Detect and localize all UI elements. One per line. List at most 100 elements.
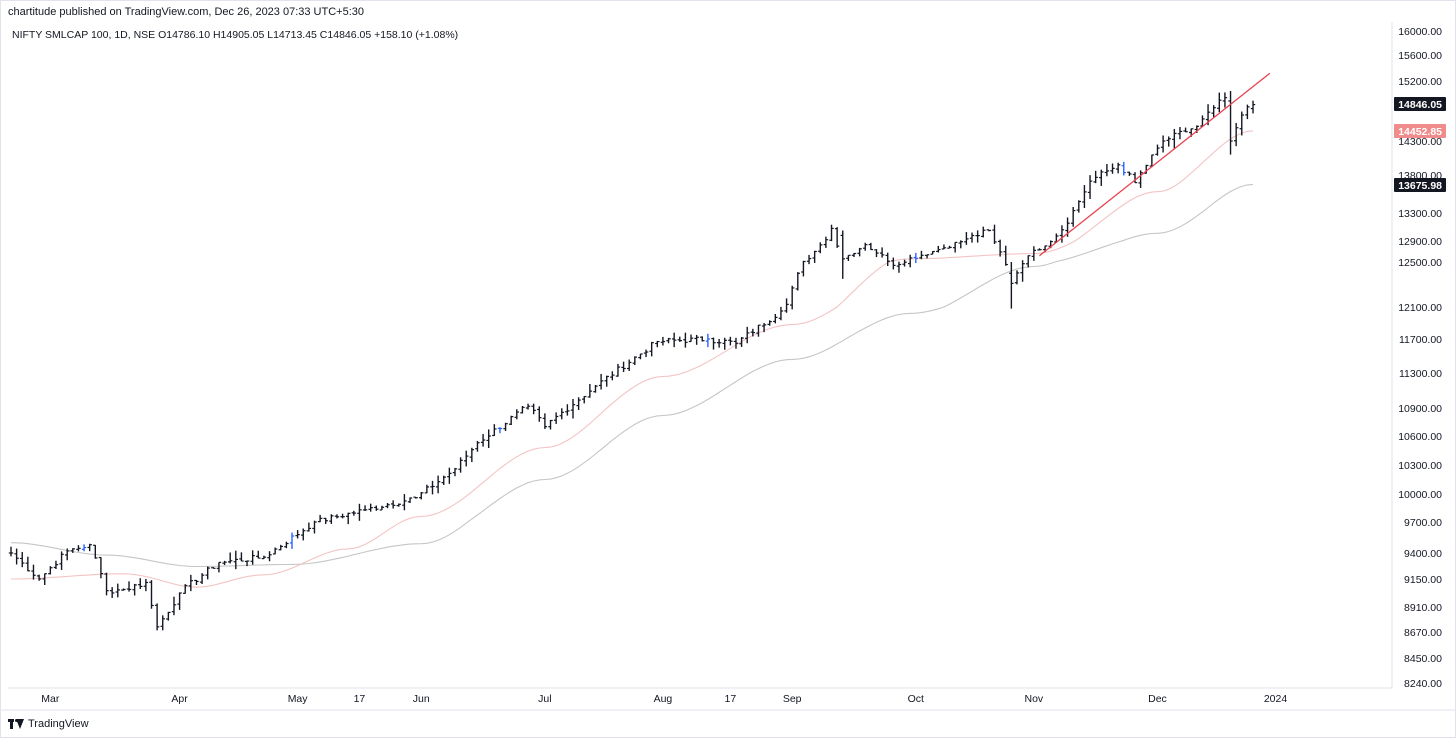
ohlc-bar <box>340 513 345 519</box>
y-tick-label: 11700.00 <box>1399 334 1442 346</box>
y-tick-label: 8240.00 <box>1404 678 1442 690</box>
ohlc-bar <box>154 603 160 631</box>
ohlc-bar <box>65 548 70 561</box>
ohlc-bar <box>87 543 92 552</box>
ohlc-bar <box>458 457 463 473</box>
ohlc-bar <box>104 572 109 596</box>
ohlc-bar <box>1110 163 1115 174</box>
ohlc-bar <box>789 285 795 310</box>
ohlc-bar <box>503 422 508 431</box>
x-tick-label: Apr <box>171 693 188 705</box>
ohlc-bar <box>919 250 924 260</box>
ohlc-bar <box>666 337 671 344</box>
ohlc-bar <box>576 397 581 411</box>
ohlc-bar <box>250 550 255 565</box>
ohlc-bar <box>638 353 643 360</box>
ohlc-bar <box>1183 127 1188 133</box>
ohlc-bar <box>694 334 699 345</box>
ohlc-bar <box>368 503 373 512</box>
ohlc-bar <box>851 252 857 258</box>
ohlc-bar <box>1172 128 1177 149</box>
ohlc-bar <box>542 413 548 430</box>
ohlc-bar <box>447 467 452 484</box>
ohlc-bar <box>70 548 76 553</box>
x-tick-label: May <box>288 693 309 705</box>
ohlc-bar <box>480 433 486 447</box>
ohlc-bar <box>244 560 250 567</box>
y-tick-label: 12100.00 <box>1398 302 1442 314</box>
ohlc-bar <box>1166 136 1171 147</box>
ohlc-bar <box>402 494 407 511</box>
price-axis[interactable]: 16000.0015600.0015200.0014300.0013800.00… <box>1398 26 1442 690</box>
ohlc-bar <box>958 240 963 249</box>
ohlc-bar <box>587 383 593 398</box>
ohlc-bar <box>59 551 64 570</box>
trendline-group[interactable] <box>1039 72 1271 257</box>
x-tick-label: Jun <box>413 693 430 705</box>
ohlc-bar <box>879 247 885 258</box>
y-tick-label: 10900.00 <box>1398 403 1442 415</box>
ohlc-bar <box>1070 206 1076 227</box>
ohlc-bar <box>795 272 800 291</box>
y-tick-label: 13300.00 <box>1398 208 1442 220</box>
x-tick-label: Dec <box>1148 693 1167 705</box>
ohlc-bar <box>1138 170 1143 188</box>
ohlc-bar <box>1104 163 1110 177</box>
ohlc-bar <box>115 583 120 598</box>
ohlc-bar <box>846 254 851 262</box>
ohlc-bar <box>272 547 278 555</box>
ohlc-bar <box>1127 171 1132 176</box>
ohlc-bar <box>986 229 992 232</box>
y-tick-label: 10000.00 <box>1398 489 1442 501</box>
ohlc-bar <box>705 333 711 348</box>
y-tick-label: 9700.00 <box>1404 517 1442 529</box>
ohlc-bar <box>1160 135 1166 153</box>
ohlc-bar <box>671 332 677 348</box>
ohlc-bar <box>812 250 817 263</box>
ohlc-bar <box>728 336 733 346</box>
ohlc-bar <box>1222 92 1228 108</box>
ohlc-bar <box>649 341 654 357</box>
ohlc-bar <box>138 578 143 589</box>
ohlc-bar <box>1014 270 1020 285</box>
y-tick-label: 12900.00 <box>1398 236 1442 248</box>
ohlc-bar <box>1149 154 1155 168</box>
ohlc-bar <box>334 514 340 519</box>
ohlc-bar <box>188 574 194 592</box>
ohlc-bar <box>936 245 941 253</box>
ohlc-bar <box>256 550 261 559</box>
time-axis[interactable]: Mar Apr May 17 Jun Jul Aug 17 Sep Oct Nov Dec 2024 <box>41 693 1287 705</box>
ohlc-bar <box>621 361 626 373</box>
ohlc-bar <box>14 548 19 565</box>
ohlc-bar <box>930 250 935 255</box>
ohlc-bar <box>840 230 845 279</box>
footer: TradingView <box>8 716 89 732</box>
ohlc-bar <box>126 581 132 592</box>
ma-slow-label: 13675.98 <box>1398 180 1442 192</box>
ohlc-bar <box>183 584 188 594</box>
ohlc-bar <box>205 566 210 580</box>
ohlc-bar <box>1121 161 1126 176</box>
ohlc-bar <box>778 306 784 321</box>
ohlc-bar <box>947 245 952 249</box>
ohlc-bar <box>1115 162 1121 174</box>
x-tick-label: Nov <box>1024 693 1043 705</box>
ohlc-bar <box>132 583 137 596</box>
ohlc-bar <box>329 514 334 524</box>
ohlc-bar <box>233 550 238 570</box>
ohlc-bar <box>109 587 115 598</box>
ohlc-bar <box>964 232 969 245</box>
ohlc-bar <box>1177 127 1183 140</box>
x-tick-label: Aug <box>654 693 673 705</box>
ohlc-bar <box>8 546 14 557</box>
ohlc-bar <box>604 375 609 387</box>
ohlc-bar <box>1211 105 1216 118</box>
footer-brand: TradingView <box>28 718 89 730</box>
ohlc-bar <box>301 528 306 541</box>
ohlc-bar <box>868 242 874 251</box>
ohlc-bar <box>885 252 890 267</box>
y-tick-label: 9400.00 <box>1404 548 1442 560</box>
ohlc-bar <box>497 427 503 434</box>
ohlc-bar <box>424 484 430 494</box>
